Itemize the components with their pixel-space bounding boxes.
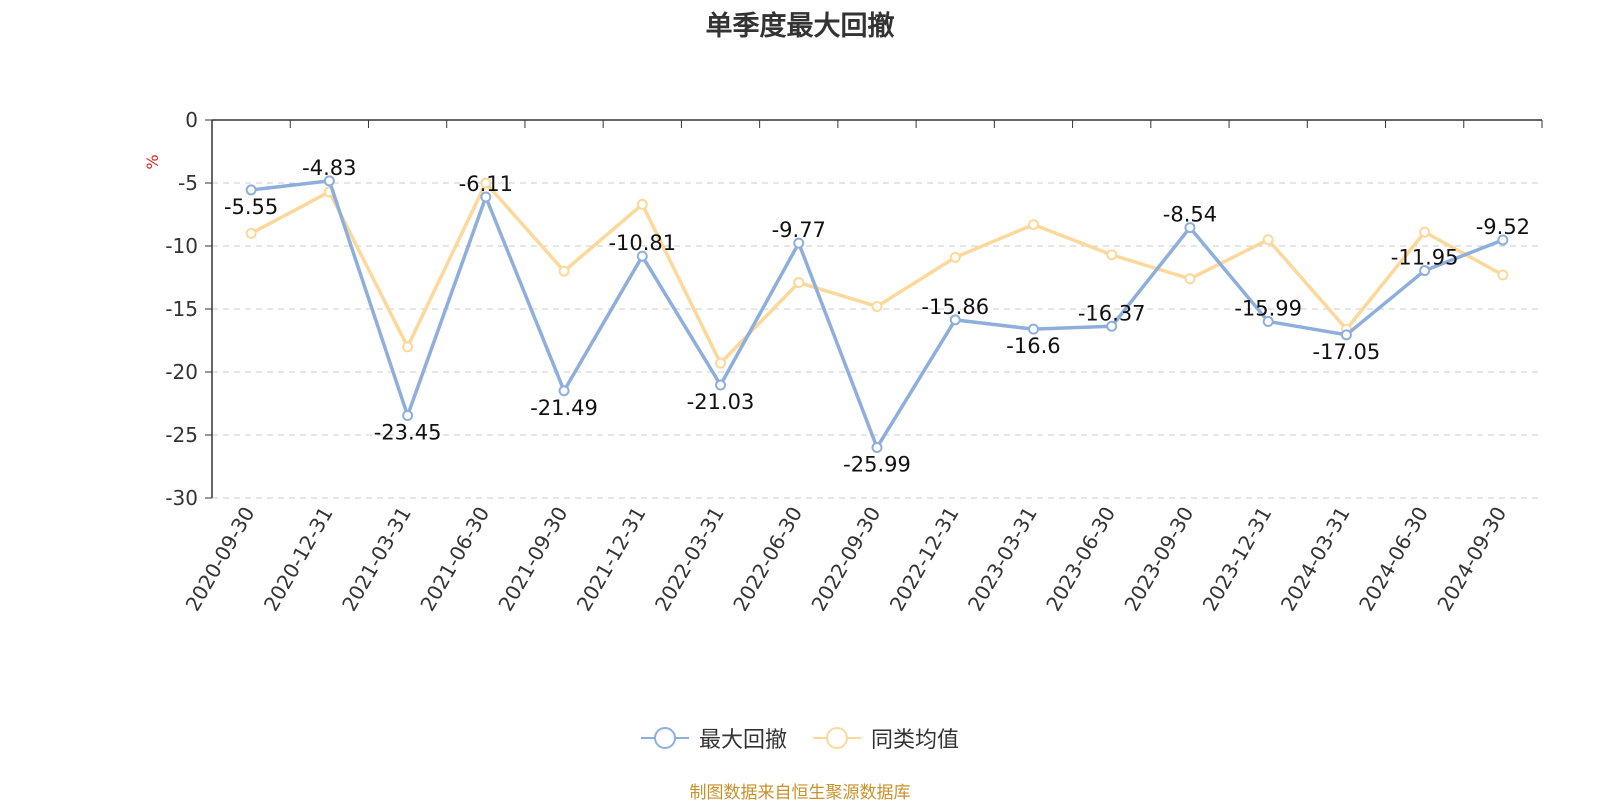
legend-label-category-average: 同类均值 — [871, 728, 960, 753]
data-point-0 — [715, 379, 727, 391]
data-label: -25.99 — [843, 452, 911, 476]
chart-title: 单季度最大回撤 — [705, 11, 895, 42]
y-axis-unit-label: % — [143, 154, 162, 169]
data-point-1 — [1106, 249, 1118, 261]
data-label: -9.77 — [772, 218, 826, 242]
series-line-1 — [250, 181, 1504, 365]
data-point-1 — [480, 177, 492, 189]
gridlines — [212, 182, 1542, 499]
data-label: -23.45 — [374, 420, 442, 444]
x-tick-label: 2023-09-30 — [1119, 503, 1198, 616]
x-tick-label: 2022-12-31 — [885, 503, 964, 616]
x-tick-label: 2022-03-31 — [650, 503, 729, 616]
x-tick-label: 2021-12-31 — [572, 503, 651, 616]
data-point-1 — [558, 265, 570, 277]
legend-item-max-drawdown[interactable]: 最大回撤 — [640, 722, 787, 754]
data-point-0 — [402, 409, 414, 421]
data-point-0 — [949, 314, 961, 326]
data-point-0 — [1419, 265, 1431, 277]
data-point-0 — [636, 250, 648, 262]
legend: 最大回撤 同类均值 — [0, 722, 1600, 754]
data-point-1 — [1497, 269, 1509, 281]
legend-item-category-average[interactable]: 同类均值 — [813, 722, 959, 754]
data-label: -8.54 — [1163, 203, 1217, 227]
data-point-1 — [949, 251, 961, 263]
data-labels: -5.55 -4.83 -23.45 -6.11 -21.49 -10.81 -21.03 -… — [224, 156, 1530, 477]
data-label: -15.99 — [1234, 296, 1302, 320]
x-tick-label: 2020-09-30 — [181, 503, 260, 616]
data-point-0 — [1340, 329, 1352, 341]
data-point-1 — [402, 341, 414, 353]
data-point-0 — [793, 237, 805, 249]
x-tick-label: 2024-09-30 — [1432, 503, 1511, 616]
x-tick-label: 2020-12-31 — [259, 503, 338, 616]
legend-swatch-max-drawdown — [640, 727, 689, 749]
x-tick-label: 2024-06-30 — [1354, 503, 1433, 616]
legend-swatch-category-average — [813, 727, 861, 749]
data-label: -5.55 — [224, 195, 278, 219]
data-point-0 — [1184, 222, 1196, 234]
data-point-0 — [245, 184, 257, 196]
data-point-1 — [636, 198, 648, 210]
source-note: 制图数据来自恒生聚源数据库 — [689, 783, 911, 803]
data-label: -4.83 — [302, 156, 356, 180]
data-point-0 — [323, 175, 335, 187]
data-point-0 — [1027, 323, 1039, 335]
data-point-1 — [793, 277, 805, 289]
x-tick-label: 2024-03-31 — [1276, 503, 1355, 616]
data-point-0 — [480, 191, 492, 203]
x-tick-label: 2023-03-31 — [963, 503, 1042, 616]
x-tick-label: 2022-09-30 — [806, 503, 885, 616]
x-tick-label: 2023-12-31 — [1198, 503, 1277, 616]
data-point-1 — [1419, 226, 1431, 238]
y-tick-label: -25 — [165, 423, 198, 447]
data-label: -9.52 — [1476, 215, 1530, 239]
legend-label-max-drawdown: 最大回撤 — [698, 728, 787, 753]
y-tick-label: -5 — [178, 171, 198, 195]
data-label: -21.03 — [687, 390, 755, 414]
data-point-1 — [715, 357, 727, 369]
x-tick-label: 2021-06-30 — [415, 502, 494, 615]
data-point-1 — [245, 227, 257, 239]
series-line-0 — [250, 179, 1504, 450]
data-label: -6.11 — [459, 172, 513, 196]
x-tick-label: 2021-09-30 — [493, 503, 572, 616]
data-label: -16.6 — [1006, 334, 1060, 358]
data-point-1 — [1184, 273, 1196, 285]
x-tick-label: 2021-03-31 — [337, 503, 416, 616]
data-label: -10.81 — [608, 231, 676, 255]
data-point-1 — [1262, 234, 1274, 246]
data-point-0 — [871, 441, 883, 453]
data-point-0 — [1106, 320, 1118, 332]
data-label: -15.86 — [921, 295, 989, 319]
data-label: -21.49 — [530, 396, 598, 420]
y-tick-label: -10 — [165, 234, 198, 258]
x-tick-label: 2023-06-30 — [1041, 503, 1120, 616]
y-tick-label: -15 — [165, 297, 198, 321]
x-tick-label: 2022-06-30 — [728, 503, 807, 616]
y-tick-label: 0 — [185, 108, 198, 132]
data-point-0 — [1262, 315, 1274, 327]
y-tick-label: -30 — [165, 486, 198, 510]
data-label: -11.95 — [1391, 246, 1459, 270]
data-label: -16.37 — [1078, 301, 1146, 325]
y-tick-label: -20 — [165, 360, 198, 384]
data-label: -17.05 — [1313, 340, 1381, 364]
data-point-1 — [871, 300, 883, 312]
data-point-1 — [1027, 219, 1039, 231]
data-point-0 — [1497, 234, 1509, 246]
series — [245, 175, 1509, 453]
data-point-0 — [558, 385, 570, 397]
